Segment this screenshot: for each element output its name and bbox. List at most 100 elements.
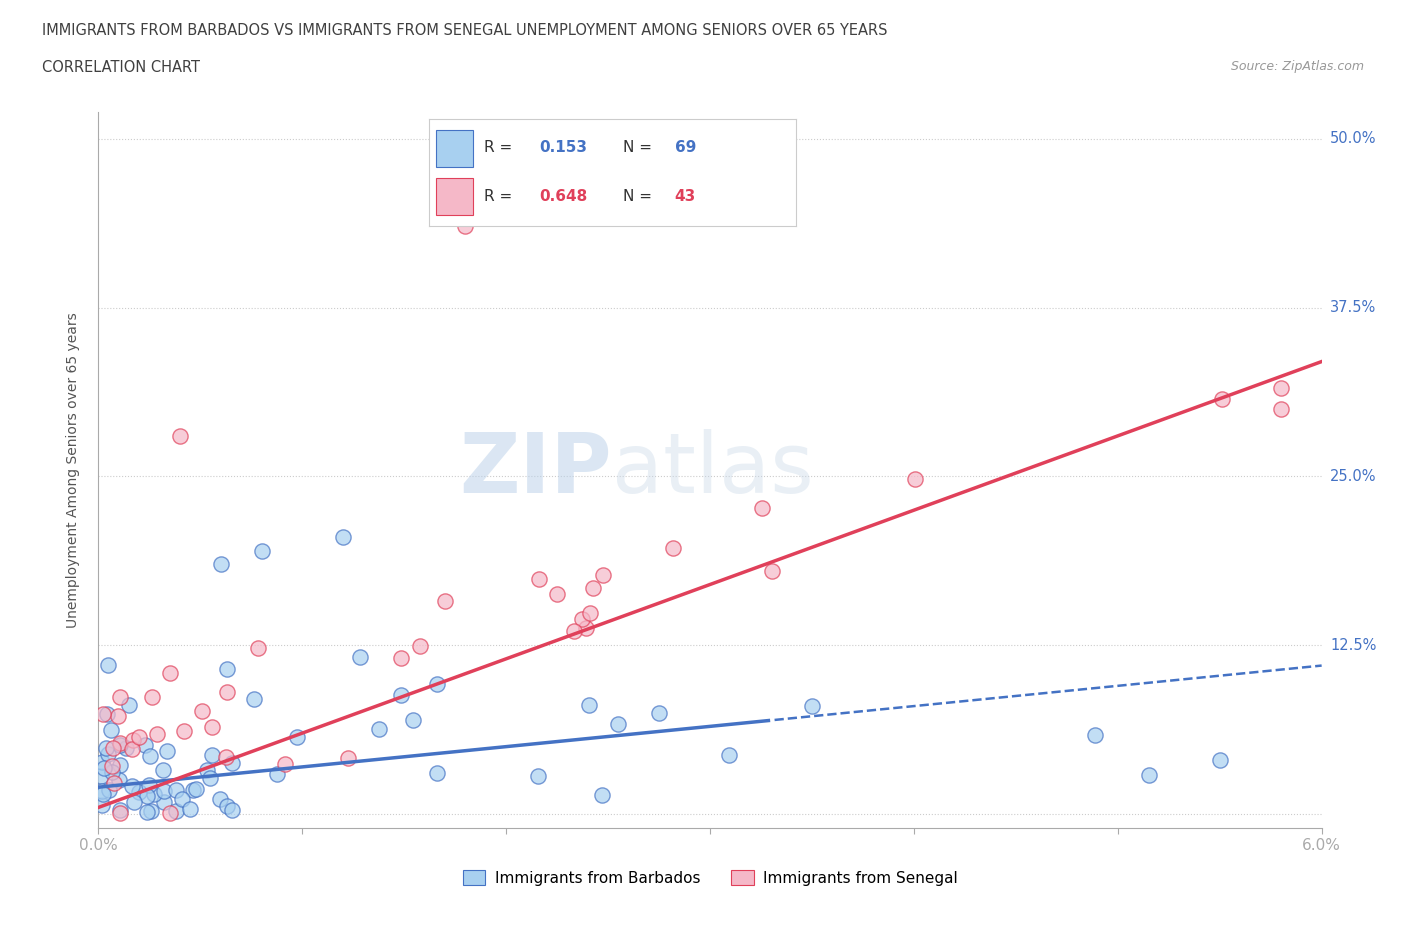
Y-axis label: Unemployment Among Seniors over 65 years: Unemployment Among Seniors over 65 years xyxy=(66,312,80,628)
Point xyxy=(108,690,131,705)
Point xyxy=(575,621,598,636)
Point xyxy=(527,769,550,784)
Point xyxy=(274,756,297,771)
Point xyxy=(195,763,218,777)
Point xyxy=(592,567,614,582)
Point xyxy=(153,784,176,799)
Point xyxy=(215,798,238,813)
Point xyxy=(1211,392,1233,406)
Point xyxy=(201,748,224,763)
Point xyxy=(337,751,360,765)
Point xyxy=(170,791,193,806)
Point xyxy=(138,778,160,793)
Point xyxy=(90,783,112,798)
Point xyxy=(90,797,112,812)
Point xyxy=(134,737,156,752)
Point xyxy=(91,707,114,722)
Point xyxy=(101,741,124,756)
Point xyxy=(221,755,243,770)
Point xyxy=(152,794,174,809)
Text: IMMIGRANTS FROM BARBADOS VS IMMIGRANTS FROM SENEGAL UNEMPLOYMENT AMONG SENIORS O: IMMIGRANTS FROM BARBADOS VS IMMIGRANTS F… xyxy=(42,23,887,38)
Point xyxy=(152,763,174,777)
Point xyxy=(169,429,191,444)
Text: atlas: atlas xyxy=(612,429,814,511)
Point xyxy=(121,742,143,757)
Text: 12.5%: 12.5% xyxy=(1330,638,1376,653)
Point xyxy=(389,651,412,666)
Point xyxy=(209,792,232,807)
Point xyxy=(100,723,122,737)
Point xyxy=(108,757,131,772)
Point xyxy=(165,804,187,818)
Point xyxy=(118,698,141,712)
Point xyxy=(546,587,568,602)
Point xyxy=(285,730,308,745)
Point xyxy=(139,804,162,818)
Point xyxy=(1270,380,1292,395)
Point xyxy=(717,748,740,763)
Point xyxy=(217,684,239,699)
Point xyxy=(1208,752,1232,767)
Point xyxy=(103,775,125,790)
Point xyxy=(94,740,117,755)
Point xyxy=(662,540,685,555)
Point xyxy=(159,805,181,820)
Point xyxy=(389,687,412,702)
Point xyxy=(173,724,195,738)
Point xyxy=(165,783,187,798)
Point xyxy=(582,580,605,595)
Point xyxy=(215,750,238,764)
Point xyxy=(408,639,430,654)
Point xyxy=(108,737,131,752)
Point xyxy=(124,794,146,809)
Point xyxy=(751,500,773,515)
Point xyxy=(217,661,239,676)
Point xyxy=(198,770,221,785)
Point xyxy=(454,219,477,233)
Point xyxy=(1137,767,1160,782)
Point xyxy=(107,772,129,787)
Point xyxy=(247,641,270,656)
Point xyxy=(97,746,120,761)
Point xyxy=(156,743,179,758)
Point xyxy=(179,802,201,817)
Point xyxy=(96,707,118,722)
Point xyxy=(801,698,824,713)
Point xyxy=(579,605,602,620)
Point xyxy=(250,543,273,558)
Point xyxy=(121,778,143,793)
Point xyxy=(332,530,354,545)
Point xyxy=(108,803,131,817)
Point xyxy=(159,665,181,680)
Point xyxy=(349,649,371,664)
Point xyxy=(93,761,115,776)
Point xyxy=(97,658,120,672)
Text: ZIP: ZIP xyxy=(460,429,612,511)
Point xyxy=(1270,402,1292,417)
Text: 50.0%: 50.0% xyxy=(1330,131,1376,146)
Point xyxy=(904,472,927,486)
Point xyxy=(91,787,114,802)
Point xyxy=(527,571,550,586)
Point xyxy=(426,677,449,692)
Point xyxy=(136,804,159,819)
Point xyxy=(571,612,593,627)
Point xyxy=(114,740,136,755)
Point xyxy=(648,705,671,720)
Point xyxy=(101,759,124,774)
Point xyxy=(110,736,132,751)
Point xyxy=(562,624,585,639)
Point xyxy=(101,764,124,779)
Point xyxy=(184,782,207,797)
Point xyxy=(146,726,169,741)
Point xyxy=(221,803,243,817)
Point xyxy=(90,769,112,784)
Point xyxy=(209,557,232,572)
Point xyxy=(183,782,205,797)
Point xyxy=(761,564,783,578)
Point xyxy=(98,782,121,797)
Point xyxy=(591,788,613,803)
Point xyxy=(135,789,157,804)
Point xyxy=(91,755,114,770)
Point xyxy=(242,691,264,706)
